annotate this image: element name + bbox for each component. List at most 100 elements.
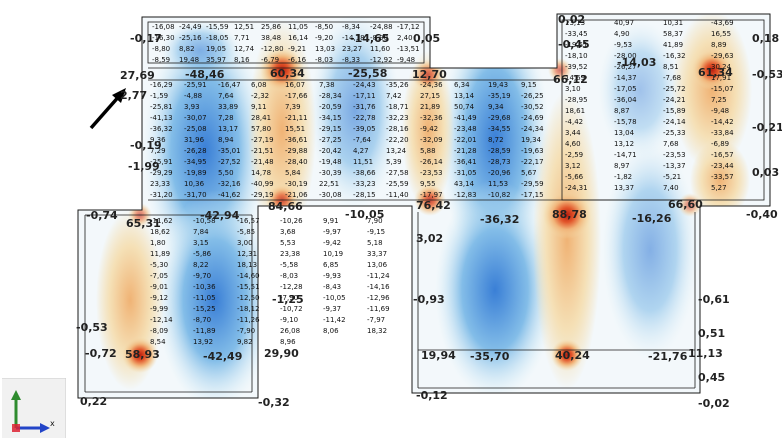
value-label-small: -22,01 (454, 136, 477, 144)
value-label-small: -14,60 (237, 272, 260, 280)
value-label-small: -26,28 (184, 147, 207, 155)
value-label-small: -28,40 (285, 158, 308, 166)
value-label-small: -24,69 (521, 114, 544, 122)
value-label-v51: -0,32 (258, 396, 290, 409)
value-label-small: 12,51 (234, 23, 255, 31)
value-label-small: -26,25 (521, 92, 544, 100)
value-label-small: -9,12 (150, 294, 169, 302)
value-label-small: -14,18 (342, 34, 365, 42)
value-label-small: 13,37 (614, 184, 635, 192)
value-label-small: -2,32 (251, 92, 270, 100)
value-label-small: -28,15 (353, 191, 376, 199)
value-label-small: -29,88 (285, 147, 308, 155)
coordinate-axes-icon (2, 377, 67, 438)
value-label-small: -9,53 (614, 41, 633, 49)
value-label-small: 3,15 (193, 239, 209, 247)
value-label-small: 9,34 (488, 103, 504, 111)
value-label-v6: 12,70 (412, 68, 447, 81)
value-label-small: 11,53 (488, 180, 509, 188)
value-label-small: -10,26 (280, 217, 303, 225)
value-label-small: -22,17 (521, 158, 544, 166)
value-label-small: -9,97 (323, 228, 342, 236)
value-label-v24: 29,90 (264, 347, 299, 360)
value-label-v33: -0,45 (558, 38, 590, 51)
value-label-small: -30,08 (319, 191, 342, 199)
value-label-small: 13,12 (614, 140, 635, 148)
value-label-small: 3,12 (565, 162, 581, 170)
value-label-small: -15,07 (711, 85, 734, 93)
value-label-small: -32,36 (420, 114, 443, 122)
value-label-small: -39,52 (565, 63, 588, 71)
value-label-v22: 58,93 (125, 348, 160, 361)
value-label-small: -6,89 (711, 140, 730, 148)
value-label-small: -9,48 (711, 107, 730, 115)
value-label-small: -20,96 (488, 169, 511, 177)
value-label-small: -10,72 (280, 305, 303, 313)
value-label-small: 33,89 (218, 103, 239, 111)
value-label-small: -24,43 (353, 81, 376, 89)
value-label-small: 7,39 (285, 103, 301, 111)
value-label-small: -27,19 (251, 136, 274, 144)
value-label-small: -21,48 (251, 158, 274, 166)
value-label-small: 8,96 (280, 338, 296, 346)
value-label-small: -5,86 (193, 250, 212, 258)
value-label-small: -19,51 (565, 41, 588, 49)
value-label-small: -8,90 (370, 34, 389, 42)
value-label-small: -8,34 (342, 23, 361, 31)
value-label-small: 6,85 (323, 261, 339, 269)
value-label-small: -25,08 (184, 125, 207, 133)
value-label-small: -23,53 (663, 151, 686, 159)
value-label-v28: -21,76 (648, 350, 688, 363)
value-label-small: 12,31 (237, 250, 258, 258)
value-label-small: 9,82 (237, 338, 253, 346)
value-label-small: -11,89 (193, 327, 216, 335)
value-label-small: 18,13 (237, 261, 258, 269)
value-label-small: -33,23 (353, 180, 376, 188)
value-label-small: -32,09 (420, 136, 443, 144)
value-label-small: -34,95 (184, 158, 207, 166)
value-label-v32: 0,02 (558, 13, 586, 26)
value-label-small: -34,55 (488, 125, 511, 133)
value-label-small: 1,80 (150, 239, 166, 247)
value-label-small: 17,91 (711, 74, 732, 82)
value-label-small: -35,26 (386, 81, 409, 89)
value-label-small: -17,66 (285, 92, 308, 100)
value-label-v29: 11,13 (688, 347, 723, 360)
value-label-small: 9,11 (251, 103, 267, 111)
value-label-small: 18,32 (367, 327, 388, 335)
value-label-small: -6,16 (288, 56, 307, 64)
value-label-small: -9,37 (323, 305, 342, 313)
arrow-pointer-icon (89, 88, 126, 130)
value-label-small: -2,59 (565, 151, 584, 159)
value-label-small: -10,05 (323, 294, 346, 302)
value-label-small: -11,05 (193, 294, 216, 302)
value-label-small: 7,38 (319, 81, 335, 89)
value-label-small: 8,89 (711, 41, 727, 49)
value-label-v11: 84,66 (268, 200, 303, 213)
value-label-small: -18,12 (237, 305, 260, 313)
value-label-small: -31,76 (353, 103, 376, 111)
value-label-small: -41,13 (150, 114, 173, 122)
value-label-small: -33,45 (565, 30, 588, 38)
value-label-small: 4,90 (614, 30, 630, 38)
value-label-small: -30,07 (184, 114, 207, 122)
value-label-small: 7,84 (193, 228, 209, 236)
value-label-small: 41,89 (663, 41, 684, 49)
value-label-small: -9,70 (193, 272, 212, 280)
value-label-small: 10,19 (323, 250, 344, 258)
value-label-small: -11,24 (367, 272, 390, 280)
value-label-small: 2,40 (397, 34, 413, 42)
value-label-small: 11,89 (150, 250, 171, 258)
value-label-small: -25,16 (179, 34, 202, 42)
value-label-small: 7,64 (218, 92, 234, 100)
value-label-small: -28,59 (488, 147, 511, 155)
value-label-small: -17,11 (353, 92, 376, 100)
value-label-small: 18,61 (565, 107, 586, 115)
value-label-small: 58,37 (663, 30, 684, 38)
value-label-small: -12,83 (454, 191, 477, 199)
value-label-small: 31,96 (184, 136, 205, 144)
value-label-small: 30,24 (711, 63, 732, 71)
value-label-small: 16,07 (285, 81, 306, 89)
value-label-small: -38,66 (353, 169, 376, 177)
value-label-small: -10,82 (488, 191, 511, 199)
